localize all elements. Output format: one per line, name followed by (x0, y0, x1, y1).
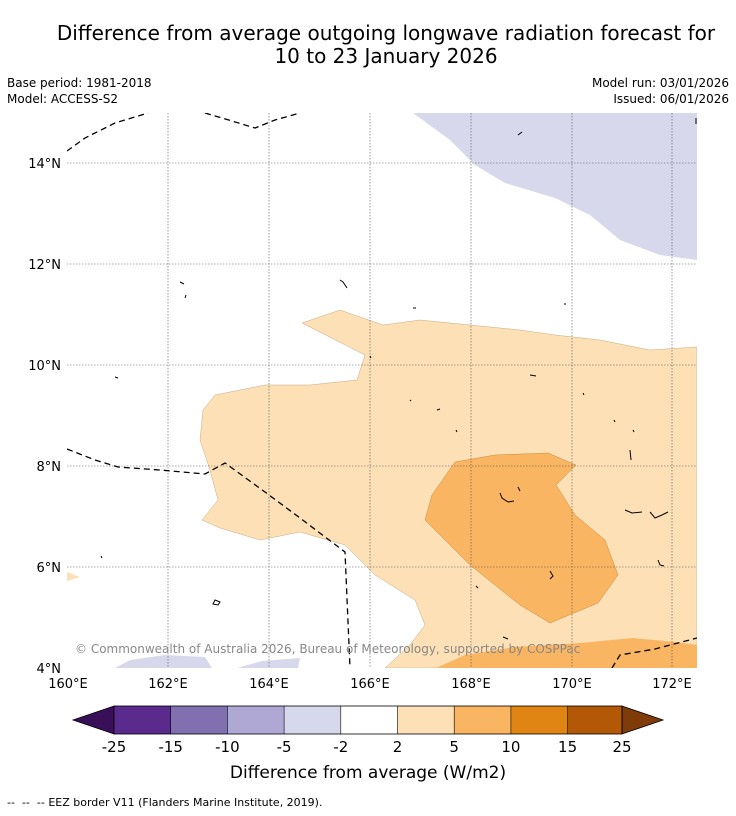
lat-label-14: 14°N (28, 157, 61, 172)
lon-label-162: 162°E (148, 677, 188, 692)
anomaly-region-neg-2-5-south-a (115, 655, 212, 668)
colorbar-swatch-neg10-neg5 (227, 706, 285, 734)
title-line-2: 10 to 23 January 2026 (274, 44, 498, 68)
anomaly-region-2-5-west (67, 572, 80, 581)
eez-legend-symbol: -- -- -- (7, 796, 45, 809)
colorbar-tick-2: 2 (393, 738, 403, 756)
lat-label-10: 10°N (28, 359, 61, 374)
eez-legend: -- -- -- EEZ border V11 (Flanders Marine… (7, 796, 322, 809)
colorbar-swatch-neg15-neg10 (170, 706, 228, 734)
colorbar-dividers (170, 706, 568, 734)
lon-label-170: 170°E (552, 677, 592, 692)
anomaly-region-neg-2-5-north (413, 113, 697, 260)
colorbar-swatch-10-15 (510, 706, 568, 734)
lon-label-166: 166°E (350, 677, 390, 692)
meta-right: Model run: 03/01/2026 Issued: 06/01/2026 (592, 75, 729, 107)
lon-label-172: 172°E (652, 677, 692, 692)
colorbar-tick-15: 15 (558, 738, 577, 756)
title-line-1: Difference from average outgoing longwav… (56, 21, 716, 45)
lat-label-4: 4°N (37, 662, 62, 677)
model-run: Model run: 03/01/2026 (591, 76, 729, 90)
lon-label-164: 164°E (249, 677, 289, 692)
longitude-labels: 160°E 162°E 164°E 166°E 168°E 170°E 172°… (48, 677, 692, 692)
colorbar-outline (113, 705, 623, 735)
colorbar: -25 -15 -10 -5 -2 2 5 10 15 25 Differenc… (71, 705, 665, 783)
island-outlines (100, 118, 697, 640)
colorbar-tick-neg10: -10 (215, 738, 240, 756)
colorbar-swatch-neg2-2 (340, 706, 398, 734)
copyright-notice: © Commonwealth of Australia 2026, Bureau… (75, 642, 580, 656)
eez-legend-text: EEZ border V11 (Flanders Marine Institut… (48, 796, 323, 809)
colorbar-extend-low (71, 705, 115, 735)
colorbar-tick-neg25: -25 (102, 738, 127, 756)
colorbar-tick-neg15: -15 (158, 738, 183, 756)
lat-label-12: 12°N (28, 258, 61, 273)
colorbar-ticks: -25 -15 -10 -5 -2 2 5 10 15 25 (102, 738, 632, 756)
anomaly-region-neg-2-5-south-b (237, 658, 300, 668)
colorbar-tick-10: 10 (501, 738, 520, 756)
colorbar-label: Difference from average (W/m2) (230, 763, 506, 783)
colorbar-swatch-5-10 (454, 706, 511, 734)
colorbar-tick-25: 25 (612, 738, 631, 756)
colorbar-extend-high (621, 705, 665, 735)
colorbar-tick-neg2: -2 (333, 738, 348, 756)
gridlines (67, 113, 697, 668)
anomaly-region-5-10-south (436, 638, 697, 668)
colorbar-swatch-neg25-neg15 (114, 706, 171, 734)
meta-left: Base period: 1981-2018 Model: ACCESS-S2 (7, 75, 152, 107)
colorbar-tick-neg5: -5 (277, 738, 292, 756)
colorbar-swatch-15-25 (567, 706, 622, 734)
issued-date: Issued: 06/01/2026 (613, 92, 729, 106)
colorbar-tick-5: 5 (449, 738, 459, 756)
chart-title: Difference from average outgoing longwav… (0, 22, 736, 68)
model-name: Model: ACCESS-S2 (7, 92, 119, 106)
latitude-labels: 14°N 12°N 10°N 8°N 6°N 4°N (28, 157, 61, 677)
lon-label-168: 168°E (451, 677, 491, 692)
colorbar-swatch-neg5-neg2 (284, 706, 341, 734)
colorbar-swatch-2-5 (397, 706, 455, 734)
map-panel[interactable]: © Commonwealth of Australia 2026, Bureau… (67, 113, 697, 668)
lat-label-8: 8°N (37, 460, 62, 475)
base-period: Base period: 1981-2018 (7, 76, 152, 90)
anomaly-region-5-10-central (424, 452, 619, 624)
lat-label-6: 6°N (37, 561, 62, 576)
eez-borders (67, 113, 697, 668)
lon-label-160: 160°E (48, 677, 88, 692)
